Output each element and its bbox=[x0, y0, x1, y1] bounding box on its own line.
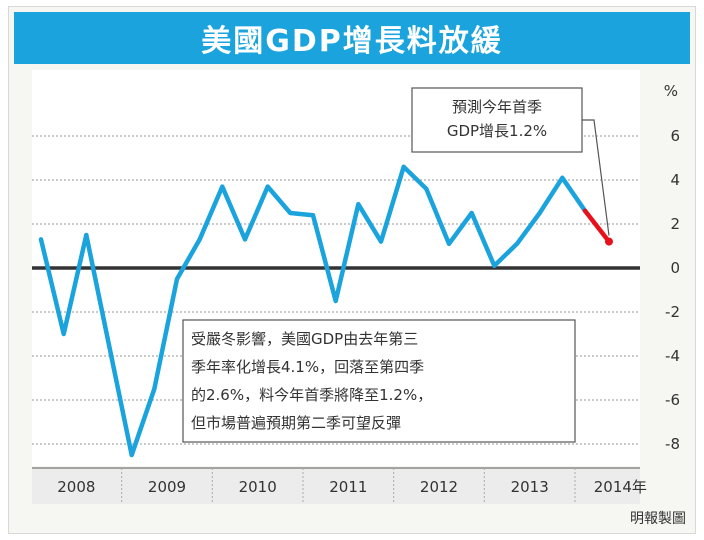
data-point bbox=[469, 211, 474, 215]
data-point bbox=[424, 186, 429, 191]
forecast-annotation-box bbox=[411, 87, 583, 153]
y-tick-label: -8 bbox=[665, 435, 680, 453]
y-tick-label: 6 bbox=[670, 127, 680, 145]
y-tick-label: 2 bbox=[670, 215, 680, 233]
y-tick-label: -4 bbox=[665, 347, 680, 365]
x-tick-label: 2013 bbox=[511, 478, 549, 496]
chart-title: 美國GDP增長料放緩 bbox=[201, 24, 503, 59]
data-point bbox=[265, 184, 270, 189]
note-annotation-text: 受嚴冬影響，美國GDP由去年第三 bbox=[191, 330, 418, 348]
note-annotation-text: 季年率化增長4.1%，回落至第四季 bbox=[191, 358, 424, 376]
data-point bbox=[333, 299, 338, 303]
y-tick-label: 4 bbox=[670, 171, 680, 189]
forecast-line bbox=[582, 208, 612, 244]
note-annotation-text: 的2.6%，料今年首季將降至1.2%， bbox=[191, 386, 432, 404]
y-axis-unit: % bbox=[664, 82, 678, 100]
data-point bbox=[288, 211, 293, 215]
forecast-leader-line bbox=[582, 119, 610, 236]
data-point bbox=[84, 233, 89, 237]
data-point bbox=[401, 164, 406, 169]
x-tick-label: 2008 bbox=[57, 478, 95, 496]
data-point bbox=[515, 241, 519, 246]
x-tick-label: 2010 bbox=[239, 478, 277, 496]
data-point bbox=[39, 237, 43, 242]
data-point bbox=[379, 239, 383, 244]
y-tick-label: 0 bbox=[670, 259, 680, 277]
y-tick-label: -6 bbox=[665, 391, 680, 409]
data-point bbox=[356, 202, 361, 207]
data-point bbox=[61, 332, 66, 336]
data-point bbox=[492, 263, 497, 268]
title-bar: 美國GDP增長料放緩 bbox=[14, 12, 690, 64]
data-point bbox=[560, 175, 565, 180]
y-tick-label: -2 bbox=[665, 303, 680, 321]
x-axis-band bbox=[32, 468, 640, 504]
forecast-annotation-text: 預測今年首季 bbox=[452, 98, 542, 116]
x-tick-label: 2009 bbox=[148, 478, 186, 496]
note-annotation-box bbox=[182, 319, 576, 443]
data-point bbox=[107, 343, 111, 347]
forecast-annotation-text: GDP增長1.2% bbox=[447, 122, 547, 140]
note-annotation-text: 但市場普遍預期第二季可望反彈 bbox=[191, 414, 401, 432]
forecast-point bbox=[605, 237, 613, 246]
x-tick-label: 2014年 bbox=[594, 478, 647, 496]
data-point bbox=[220, 184, 225, 189]
x-tick-label: 2012 bbox=[420, 478, 458, 496]
source-credit: 明報製圖 bbox=[630, 511, 686, 527]
x-tick-label: 2011 bbox=[329, 478, 367, 496]
data-point bbox=[311, 213, 315, 218]
data-point bbox=[447, 241, 451, 246]
data-point bbox=[197, 237, 202, 242]
data-point bbox=[243, 237, 247, 242]
data-point bbox=[537, 211, 542, 215]
data-point bbox=[129, 453, 134, 457]
data-point bbox=[175, 277, 179, 281]
data-point bbox=[152, 387, 157, 391]
